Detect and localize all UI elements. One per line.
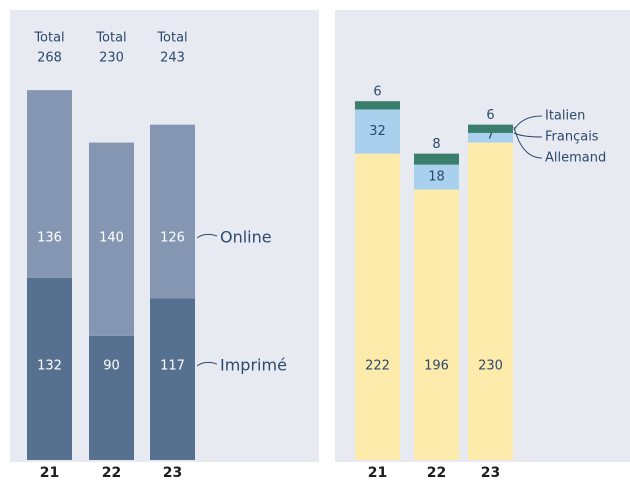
bar-segment — [468, 132, 513, 143]
bar-segment — [150, 124, 195, 299]
bar-segment — [27, 90, 72, 278]
bar-segment — [150, 298, 195, 460]
leader-line — [513, 115, 543, 131]
bar-segment — [355, 101, 400, 110]
legend-label: Français — [545, 130, 599, 145]
data-label: 6 — [486, 108, 494, 123]
bar-segment — [89, 335, 134, 460]
x-tick-label: 23 — [481, 465, 500, 481]
data-label: 6 — [373, 85, 381, 100]
bar-segment — [468, 124, 513, 133]
x-tick-label: 21 — [40, 465, 59, 481]
data-label: 8 — [432, 137, 440, 152]
data-label: 132 — [37, 359, 62, 374]
leader-line — [196, 361, 218, 367]
data-label: 222 — [365, 359, 390, 374]
legend-label: Imprimé — [220, 356, 287, 375]
x-tick-label: 23 — [163, 465, 182, 481]
bar-segment — [414, 153, 459, 165]
leader-line — [196, 233, 218, 239]
total-value: 230 — [99, 51, 124, 66]
data-label: 90 — [103, 359, 120, 374]
x-tick-label: 21 — [368, 465, 387, 481]
data-label: 230 — [478, 359, 503, 374]
data-label: 136 — [37, 231, 62, 246]
data-label: 117 — [160, 359, 185, 374]
data-label: 196 — [424, 359, 449, 374]
bar-segment — [27, 277, 72, 460]
bar-segment — [355, 153, 400, 460]
leader-line — [513, 126, 543, 159]
bar-segment — [468, 142, 513, 460]
data-label: 126 — [160, 231, 185, 246]
total-value: 243 — [160, 51, 185, 66]
x-tick-label: 22 — [427, 465, 446, 481]
bar-segment — [414, 164, 459, 190]
total-label: Total — [95, 31, 126, 46]
bar-segment — [355, 109, 400, 154]
bar-segment — [414, 189, 459, 460]
data-label: 18 — [428, 170, 445, 185]
data-label: 32 — [369, 124, 386, 139]
x-tick-label: 22 — [102, 465, 121, 481]
leader-line — [513, 132, 543, 138]
bar-segment — [89, 142, 134, 336]
total-value: 268 — [37, 51, 62, 66]
total-label: Total — [33, 31, 64, 46]
total-label: Total — [156, 31, 187, 46]
data-label: 140 — [99, 231, 124, 246]
legend-label: Italien — [545, 109, 585, 124]
legend-label: Online — [220, 228, 272, 247]
legend-label: Allemand — [545, 151, 606, 166]
data-label: 7 — [486, 127, 494, 142]
